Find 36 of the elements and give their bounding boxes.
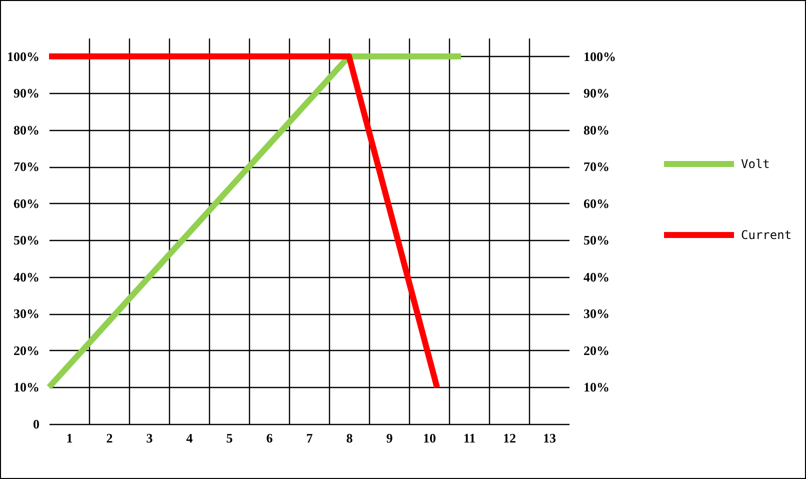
y2-tick-label: 90% <box>584 86 610 101</box>
y2-tick-label: 40% <box>584 269 610 284</box>
y2-tick-label: 20% <box>584 342 610 358</box>
y2-tick-label: 100% <box>584 48 616 64</box>
y-tick-label: 90% <box>14 86 40 101</box>
y2-tick-label: 30% <box>584 306 610 322</box>
y-tick-label: 10% <box>14 380 40 395</box>
y-tick-label: 80% <box>14 122 40 138</box>
y-tick-label: 50% <box>14 232 40 248</box>
y-tick-label: 60% <box>14 196 40 211</box>
x-tick-label: 13 <box>543 430 556 446</box>
y-tick-label: 100% <box>7 48 40 64</box>
y2-tick-label: 60% <box>584 196 610 211</box>
x-tick-label: 3 <box>146 430 154 446</box>
y-tick-label: 30% <box>14 306 40 322</box>
y2-tick-label: 80% <box>584 122 610 138</box>
y-tick-label: 40% <box>14 269 40 284</box>
x-tick-label: 2 <box>106 430 113 446</box>
y2-tick-label: 70% <box>584 159 610 174</box>
y-tick-label: 0 <box>33 416 40 432</box>
x-tick-label: 11 <box>463 430 476 446</box>
x-tick-label: 8 <box>346 430 354 446</box>
text: Volt <box>741 157 770 171</box>
x-tick-label: 1 <box>66 430 73 446</box>
x-tick-label: 4 <box>186 430 194 446</box>
y2-tick-label: 50% <box>584 232 610 248</box>
x-tick-label: 6 <box>266 430 274 446</box>
y2-tick-label: 10% <box>584 380 610 395</box>
x-tick-label: 10 <box>423 430 436 446</box>
x-tick-label: 5 <box>226 430 234 446</box>
x-tick-label: 12 <box>503 430 516 446</box>
y-tick-label: 70% <box>14 159 40 174</box>
text: Current <box>741 228 792 242</box>
y-tick-label: 20% <box>14 342 40 358</box>
x-tick-label: 9 <box>386 430 394 446</box>
x-tick-label: 7 <box>306 430 314 446</box>
